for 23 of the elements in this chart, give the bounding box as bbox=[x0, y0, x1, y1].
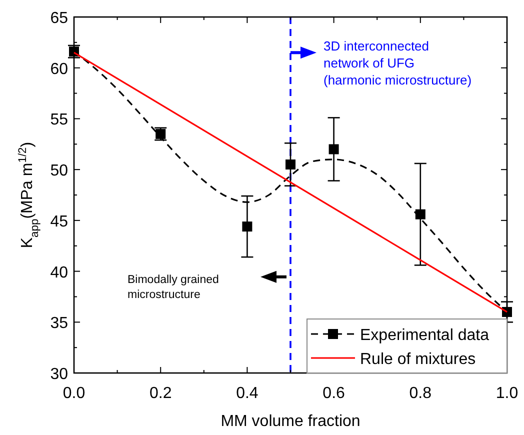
x-tick-label: 0.2 bbox=[149, 385, 172, 402]
point bbox=[328, 144, 339, 154]
point bbox=[242, 222, 252, 232]
x-axis-title: MM volume fraction bbox=[220, 413, 360, 430]
y-tick-label: 35 bbox=[50, 315, 68, 332]
y-tick-label: 45 bbox=[50, 213, 68, 230]
x-tick-label: 0.8 bbox=[409, 385, 432, 402]
x-tick-label: 0.0 bbox=[62, 385, 86, 402]
point bbox=[415, 209, 426, 220]
y-tick-label: 60 bbox=[50, 60, 68, 78]
y-tick-label: 65 bbox=[50, 10, 68, 27]
x-tick-label: 0.4 bbox=[236, 385, 258, 402]
legend-label: Rule of mixtures bbox=[360, 351, 476, 368]
y-tick-label: 30 bbox=[50, 366, 68, 383]
point bbox=[286, 159, 296, 170]
annotation: 3D interconnected network of UFG (harmonic microstructure) bbox=[324, 38, 472, 88]
annotation: Bimodally grained microstructure bbox=[128, 274, 219, 301]
y-tick-label: 40 bbox=[50, 264, 68, 282]
x-tick-label: 1.0 bbox=[496, 385, 518, 402]
legend-label: Experimental data bbox=[360, 327, 490, 344]
y-tick-label: 50 bbox=[50, 162, 68, 180]
y-tick-label: 55 bbox=[50, 112, 68, 129]
x-tick-label: 0.6 bbox=[322, 385, 346, 402]
